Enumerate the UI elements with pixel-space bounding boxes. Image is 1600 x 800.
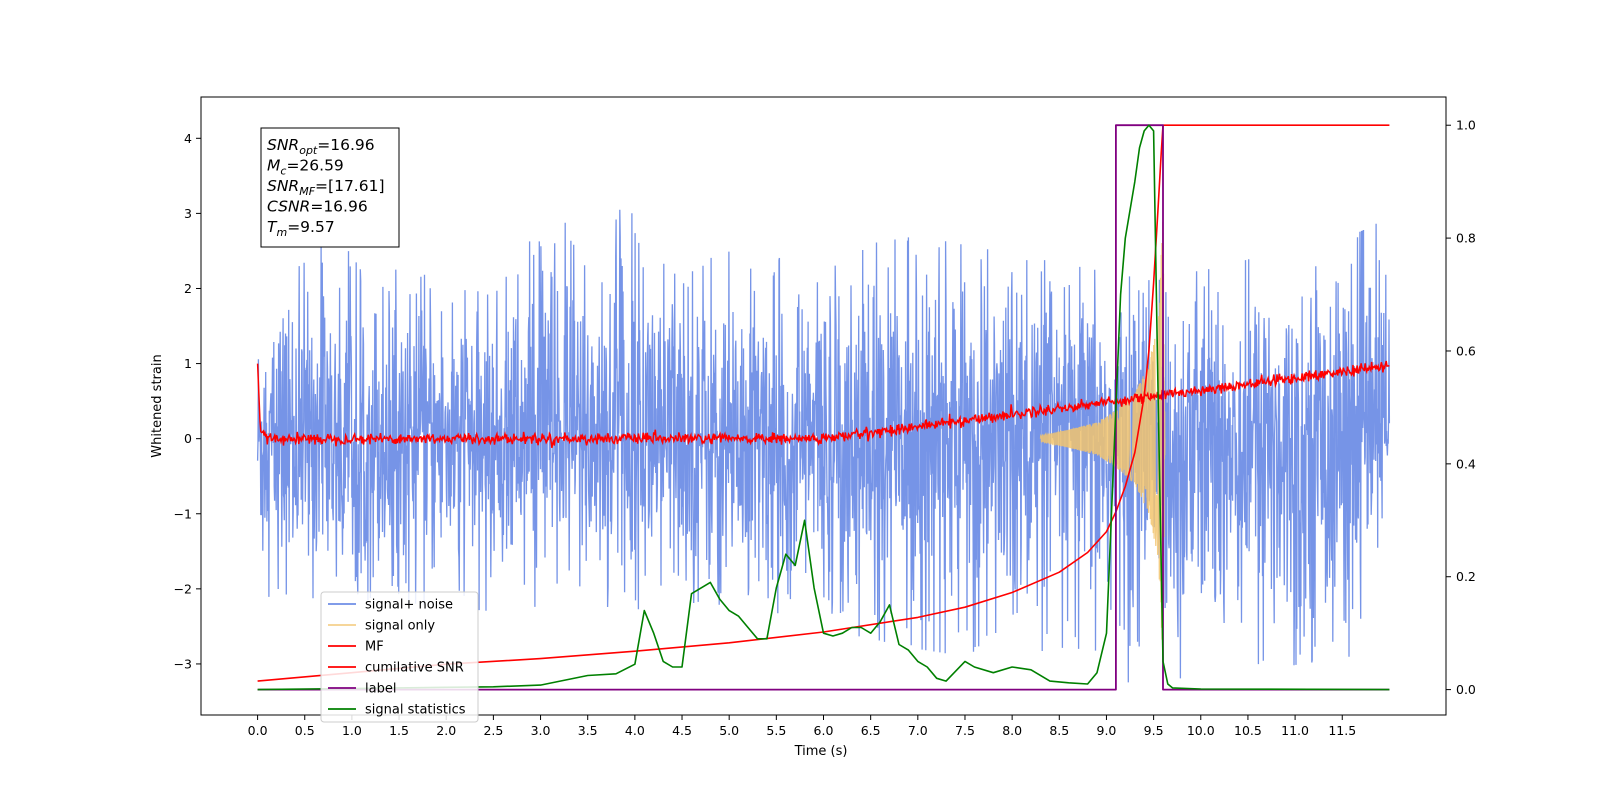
legend-entry-label: cumilative SNR	[365, 661, 464, 676]
annotation-symbol: T	[267, 218, 278, 236]
x-tick-label: 5.0	[719, 723, 739, 738]
x-tick-label: 7.0	[908, 723, 928, 738]
stats-annotation-box: SNRopt=16.96Mc=26.59SNRMF=[17.61]CSNR=16…	[260, 127, 400, 248]
y-tick-label: 4	[184, 131, 192, 146]
x-tick-label: 0.0	[248, 723, 268, 738]
y2-tick-label: 0.0	[1456, 682, 1476, 697]
x-tick-label: 9.5	[1144, 723, 1164, 738]
annotation-line: SNRopt=16.96	[267, 136, 375, 157]
annotation-line: CSNR=16.96	[267, 198, 368, 216]
annotation-symbol: M	[267, 157, 280, 175]
y-tick-label: −1	[174, 506, 192, 521]
y-tick-label: 0	[184, 431, 192, 446]
y2-tick-label: 0.4	[1456, 456, 1476, 471]
x-tick-label: 1.0	[342, 723, 362, 738]
y-tick-label: 1	[184, 356, 192, 371]
legend-frame	[320, 591, 479, 723]
y-axis-left: −3 −2 −1 0 1 2 3 4	[174, 131, 201, 671]
annotation-frame	[260, 127, 400, 248]
y-axis-right: 0.0 0.2 0.4 0.6 0.8 1.0	[1446, 118, 1476, 697]
series-signal-statistics-line	[257, 124, 1390, 691]
x-tick-label: 2.0	[436, 723, 456, 738]
annotation-value: =26.59	[286, 157, 343, 175]
x-tick-label: 6.5	[861, 723, 881, 738]
x-tick-label: 3.0	[531, 723, 551, 738]
annotation-value: =[17.61]	[315, 177, 384, 195]
series-mf-line	[256, 360, 1390, 449]
y-axis-label: Whitened strain	[150, 354, 165, 457]
x-tick-label: 8.0	[1002, 723, 1022, 738]
x-tick-label: 9.0	[1097, 723, 1117, 738]
x-tick-label: 11.5	[1328, 723, 1356, 738]
x-axis-label: Time (s)	[794, 744, 848, 759]
x-tick-label: 7.5	[955, 723, 975, 738]
x-tick-label: 6.0	[814, 723, 834, 738]
y-tick-label: −3	[174, 656, 192, 671]
plot-area	[256, 124, 1391, 691]
x-axis: 0.0 0.5 1.0 1.5 2.0 2.5 3.0 3.5 4.0 4.5 5.0 5.5 6.0 6…	[248, 715, 1356, 738]
legend-entry-label: signal+ noise	[365, 598, 453, 613]
x-tick-label: 10.5	[1234, 723, 1262, 738]
x-tick-label: 3.5	[578, 723, 598, 738]
x-tick-label: 4.5	[672, 723, 692, 738]
annotation-symbol: SNR	[267, 136, 299, 154]
annotation-subscript: opt	[299, 144, 318, 157]
y2-tick-label: 0.8	[1456, 231, 1476, 246]
annotation-symbol: CSNR	[267, 198, 310, 216]
annotation-value: =16.96	[317, 136, 374, 154]
annotation-line: Tm=9.57	[267, 218, 335, 239]
y2-tick-label: 0.6	[1456, 343, 1476, 358]
x-tick-label: 11.0	[1281, 723, 1309, 738]
annotation-subscript: MF	[299, 185, 315, 198]
x-tick-label: 2.5	[483, 723, 503, 738]
legend-entry-label: MF	[365, 640, 384, 655]
series-signal-noise-line	[256, 209, 1391, 683]
x-tick-label: 5.5	[766, 723, 786, 738]
annotation-subscript: c	[280, 165, 286, 178]
legend-entry-label: signal statistics	[365, 703, 466, 718]
annotation-subscript: m	[276, 226, 287, 239]
y-tick-label: 2	[184, 281, 192, 296]
y2-tick-label: 0.2	[1456, 569, 1476, 584]
y-tick-label: 3	[184, 206, 192, 221]
legend-entry-label: label	[365, 682, 396, 697]
annotation-line: SNRMF=[17.61]	[267, 177, 385, 198]
x-tick-label: 8.5	[1049, 723, 1069, 738]
y2-tick-label: 1.0	[1456, 118, 1476, 133]
x-tick-label: 4.0	[625, 723, 645, 738]
x-tick-label: 0.5	[295, 723, 315, 738]
annotation-value: =9.57	[287, 218, 335, 236]
legend: signal+ noise signal only MF cumilative SNR…	[320, 591, 479, 723]
x-tick-label: 10.0	[1187, 723, 1215, 738]
annotation-symbol: SNR	[267, 177, 299, 195]
annotation-value: =16.96	[310, 198, 367, 216]
series-signal-only-line	[1039, 221, 1166, 640]
annotation-line: Mc=26.59	[267, 157, 344, 178]
x-tick-label: 1.5	[389, 723, 409, 738]
y-tick-label: −2	[174, 581, 192, 596]
legend-entry-label: signal only	[365, 619, 435, 634]
